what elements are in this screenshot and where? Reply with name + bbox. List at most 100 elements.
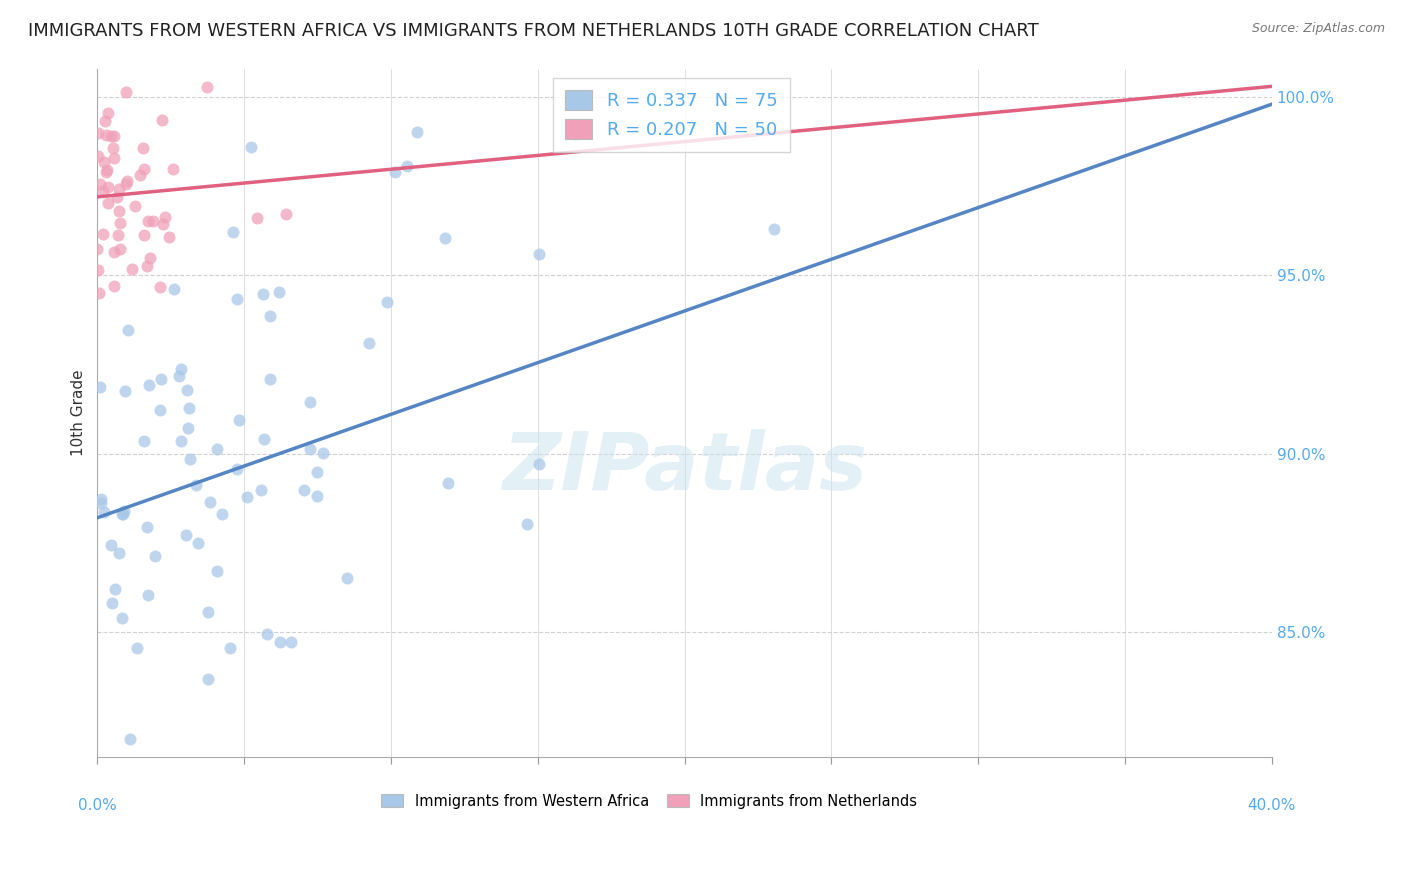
Point <box>197 672 219 686</box>
Point <box>375 295 398 310</box>
Point <box>143 549 166 564</box>
Point <box>107 228 129 243</box>
Point <box>108 546 131 560</box>
Point <box>111 508 134 522</box>
Point <box>163 283 186 297</box>
Point <box>152 218 174 232</box>
Point <box>269 285 291 299</box>
Point <box>149 403 172 417</box>
Point <box>240 140 263 154</box>
Point <box>101 141 124 155</box>
Point <box>406 125 429 139</box>
Point <box>96 128 118 142</box>
Point <box>115 86 138 100</box>
Point <box>138 378 160 392</box>
Text: IMMIGRANTS FROM WESTERN AFRICA VS IMMIGRANTS FROM NETHERLANDS 10TH GRADE CORRELA: IMMIGRANTS FROM WESTERN AFRICA VS IMMIGR… <box>28 22 1039 40</box>
Point <box>299 394 322 409</box>
Point <box>177 401 200 415</box>
Point <box>292 483 315 497</box>
Point <box>276 207 298 221</box>
Point <box>280 634 302 648</box>
Point <box>186 536 208 550</box>
Point <box>395 159 418 173</box>
Point <box>256 627 278 641</box>
Point <box>177 421 200 435</box>
Point <box>105 190 128 204</box>
Point <box>516 516 538 531</box>
Point <box>103 152 125 166</box>
Point <box>100 538 122 552</box>
Point <box>132 162 155 177</box>
Point <box>129 168 152 182</box>
Point <box>108 242 131 256</box>
Point <box>184 478 207 492</box>
Point <box>110 611 132 625</box>
Point <box>108 216 131 230</box>
Point <box>136 520 159 534</box>
Point <box>269 634 291 648</box>
Point <box>134 434 156 448</box>
Point <box>226 462 249 476</box>
Point <box>121 261 143 276</box>
Point <box>103 128 125 143</box>
Point <box>132 141 155 155</box>
Point <box>150 372 173 386</box>
Point <box>228 412 250 426</box>
Point <box>117 323 139 337</box>
Point <box>149 280 172 294</box>
Point <box>253 432 276 446</box>
Point <box>97 179 120 194</box>
Point <box>359 336 381 351</box>
Point <box>87 286 110 301</box>
Point <box>90 496 112 510</box>
Point <box>527 457 550 471</box>
Point <box>89 177 111 191</box>
Point <box>125 641 148 656</box>
Point <box>169 434 191 449</box>
Point <box>252 287 274 301</box>
Point <box>132 228 155 243</box>
Point <box>114 384 136 399</box>
Point <box>246 211 269 226</box>
Point <box>96 165 118 179</box>
Point <box>305 489 328 503</box>
Point <box>157 230 180 244</box>
Text: ZIPatlas: ZIPatlas <box>502 429 868 507</box>
Point <box>115 178 138 192</box>
Point <box>298 442 321 457</box>
Point <box>139 251 162 265</box>
Point <box>162 161 184 176</box>
Point <box>312 446 335 460</box>
Point <box>434 231 457 245</box>
Point <box>235 490 257 504</box>
Text: 0.0%: 0.0% <box>77 797 117 813</box>
Text: 40.0%: 40.0% <box>1247 797 1296 813</box>
Point <box>93 155 115 169</box>
Point <box>103 244 125 259</box>
Point <box>115 174 138 188</box>
Point <box>219 640 242 655</box>
Text: Source: ZipAtlas.com: Source: ZipAtlas.com <box>1251 22 1385 36</box>
Point <box>124 199 146 213</box>
Point <box>384 165 406 179</box>
Point <box>89 380 111 394</box>
Point <box>249 483 271 497</box>
Point <box>222 225 245 239</box>
Point <box>87 263 110 277</box>
Point <box>93 505 115 519</box>
Point <box>97 105 120 120</box>
Point <box>564 128 586 143</box>
Point <box>305 465 328 479</box>
Point <box>211 507 233 521</box>
Point <box>118 731 141 746</box>
Point <box>97 196 120 211</box>
Point <box>108 203 131 218</box>
Point <box>108 182 131 196</box>
Point <box>197 605 219 619</box>
Point <box>226 292 249 306</box>
Point <box>198 495 221 509</box>
Point <box>86 126 108 140</box>
Point <box>195 79 218 94</box>
Point <box>762 222 785 236</box>
Point <box>136 260 159 274</box>
